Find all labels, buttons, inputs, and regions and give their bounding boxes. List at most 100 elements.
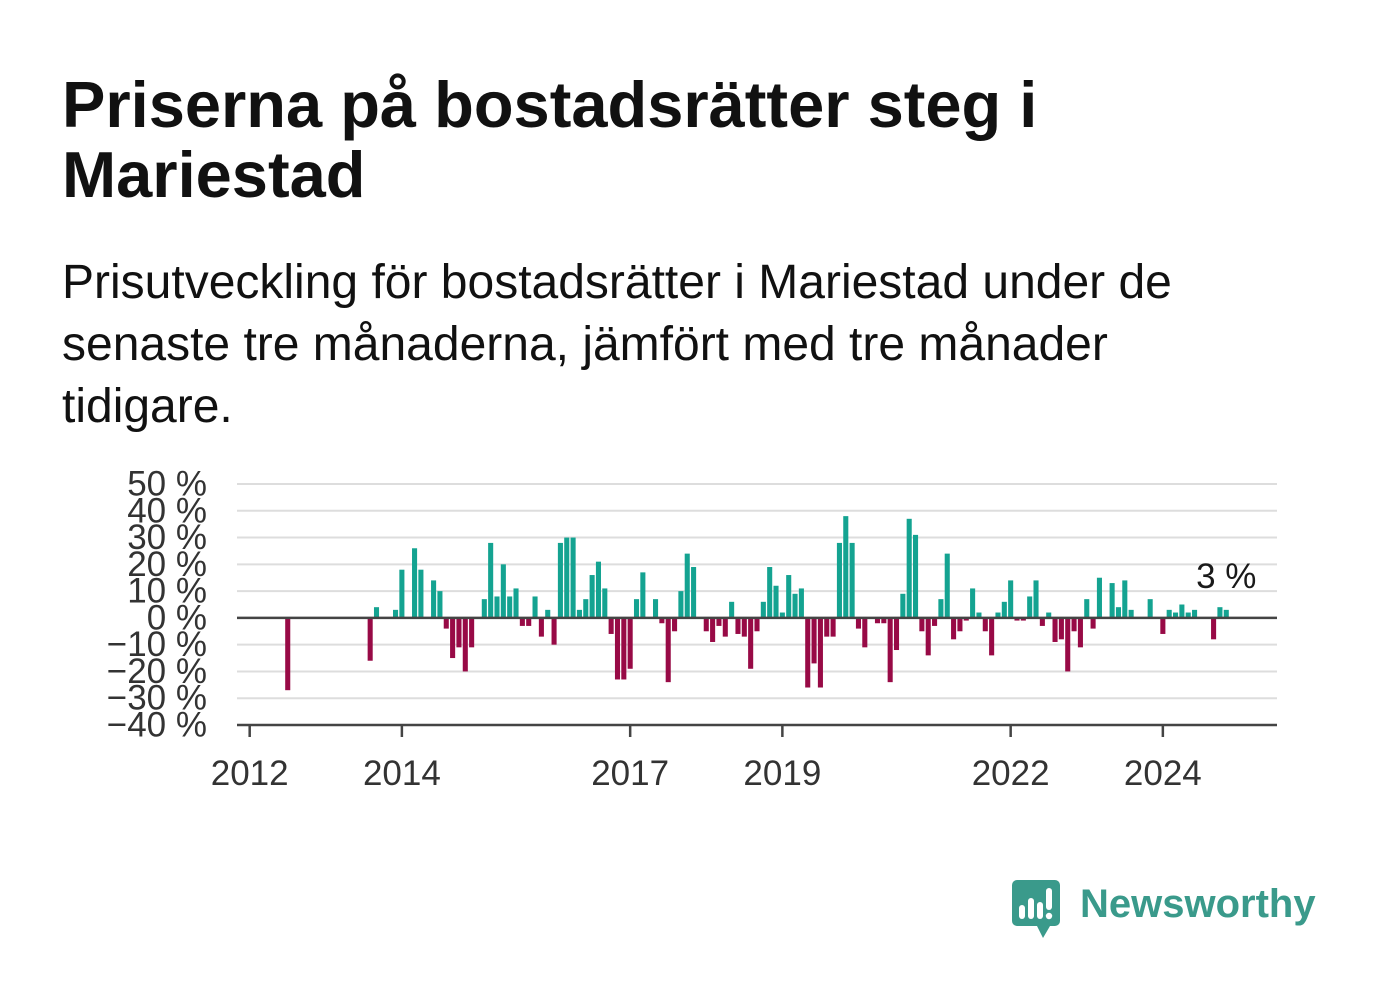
y-axis-labels: 50 %40 %30 %20 %10 %0 %−10 %−20 %−30 %−4…	[107, 465, 207, 745]
bar	[443, 617, 449, 629]
bar	[545, 609, 551, 618]
bar	[691, 567, 697, 618]
bar	[900, 593, 906, 618]
y-tick-label: −40 %	[107, 706, 207, 745]
bar	[703, 617, 709, 632]
bar	[862, 617, 868, 648]
bar	[976, 612, 982, 618]
x-axis: 2012 2014 2017 2019 2022 2024	[211, 725, 1202, 793]
bar	[462, 617, 468, 672]
y-tick-label: −30 %	[107, 679, 207, 718]
bar	[748, 617, 754, 669]
bar	[1096, 577, 1102, 618]
bar	[1166, 609, 1172, 618]
bar	[1192, 609, 1198, 618]
bar	[393, 609, 399, 618]
bar	[779, 612, 785, 618]
bar	[957, 617, 963, 632]
y-tick-label: 0 %	[147, 598, 207, 637]
bar	[1052, 617, 1058, 642]
y-tick-label: 50 %	[127, 465, 207, 504]
bar	[951, 617, 957, 640]
bar	[925, 617, 931, 656]
bar	[373, 607, 380, 618]
bar	[849, 542, 855, 618]
bar	[855, 617, 861, 629]
bar	[431, 580, 437, 618]
gridlines	[237, 483, 1277, 700]
bar	[1147, 599, 1153, 618]
bar	[494, 596, 500, 618]
bar	[786, 575, 792, 618]
y-tick-label: −10 %	[107, 625, 207, 664]
bar	[874, 617, 881, 624]
bar	[913, 534, 919, 618]
bar	[995, 612, 1001, 618]
chart-subtitle: Prisutveckling för bostadsrätter i Marie…	[62, 256, 1172, 433]
bar	[665, 617, 671, 683]
bar	[500, 564, 506, 618]
bar-chart: 50 %40 %30 %20 %10 %0 %−10 %−20 %−30 %−4…	[107, 465, 1277, 793]
bar	[1077, 617, 1083, 648]
bar	[1027, 596, 1033, 618]
bar	[1217, 607, 1223, 618]
x-tick-label: 2022	[972, 754, 1050, 793]
bar	[1122, 580, 1128, 618]
bar	[456, 617, 462, 648]
bar	[798, 588, 804, 618]
bar	[970, 588, 976, 618]
bar	[716, 617, 722, 626]
bar	[1128, 609, 1134, 618]
bar	[627, 617, 633, 669]
bar	[595, 561, 601, 618]
logo-icon-bar	[1028, 898, 1034, 919]
bar	[481, 599, 487, 618]
bar	[1115, 607, 1121, 618]
bar	[589, 575, 595, 618]
bar	[932, 617, 938, 626]
bar	[830, 617, 836, 637]
bar	[1084, 599, 1090, 618]
bar	[437, 591, 443, 618]
bar	[557, 542, 563, 618]
chart-title: Priserna på bostadsrätter steg i Mariest…	[62, 68, 1038, 211]
bar	[450, 617, 456, 659]
bar	[488, 542, 494, 618]
bar	[1185, 612, 1191, 618]
bar	[678, 591, 684, 618]
x-tick-label: 2014	[363, 754, 441, 793]
logo-icon-bar	[1046, 888, 1052, 910]
bar	[1071, 617, 1077, 632]
bar	[519, 617, 525, 626]
bar	[418, 569, 424, 618]
bar	[1033, 580, 1039, 618]
bar	[843, 516, 849, 618]
bar	[754, 617, 760, 632]
bars	[285, 516, 1229, 691]
bar	[526, 617, 532, 626]
y-tick-label: 10 %	[127, 572, 207, 611]
y-tick-label: 30 %	[127, 518, 207, 557]
bar	[412, 548, 418, 618]
brand-wordmark: Newsworthy	[1080, 882, 1316, 926]
bar	[653, 599, 659, 618]
bar	[811, 617, 817, 664]
bar	[938, 599, 944, 618]
bar	[608, 617, 614, 634]
bar	[1058, 617, 1064, 640]
logo-icon-bar	[1037, 902, 1043, 919]
bar	[1039, 617, 1045, 626]
bar	[285, 617, 291, 691]
bar	[906, 518, 912, 618]
bar	[989, 617, 995, 656]
bar	[1160, 617, 1166, 634]
bar	[963, 617, 969, 621]
bar	[836, 542, 842, 618]
bar	[1090, 617, 1096, 629]
newsworthy-logo-icon	[1012, 880, 1060, 938]
bar	[1223, 609, 1229, 618]
bar	[710, 617, 716, 642]
logo-icon-dot	[1045, 912, 1053, 920]
bar	[564, 537, 570, 618]
bar	[1014, 617, 1020, 621]
